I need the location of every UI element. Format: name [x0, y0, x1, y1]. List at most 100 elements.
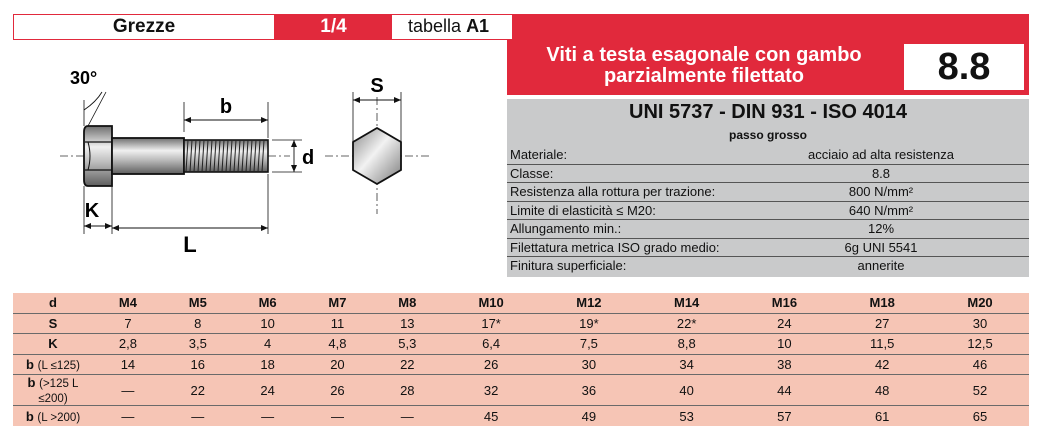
table-row: K 2,8 3,5 4 4,8 5,3 6,4 7,5 8,8 10 11,5 12,5 — [13, 333, 1029, 355]
spec-value: 800 N/mm² — [848, 184, 914, 199]
table-cell: 38 — [735, 354, 834, 376]
size-label: 1/4 — [275, 14, 392, 40]
table-cell: 42 — [833, 354, 932, 376]
header-accent — [512, 14, 1029, 40]
table-cell: 11 — [302, 313, 373, 335]
table-cell: 28 — [372, 374, 443, 407]
table-cell: — — [400, 408, 414, 424]
spec-value: 640 N/mm² — [848, 202, 914, 218]
table-prefix: tabella — [408, 16, 462, 36]
table-cell: 10 — [232, 313, 303, 335]
table-cell: 27 — [833, 313, 932, 335]
table-cell: 6,4 — [442, 333, 540, 355]
table-header-row: d M4 M5 M6 M7 M8 M10 M12 M14 M16 M18 M20 — [13, 293, 1029, 314]
table-cell: 53 — [679, 408, 694, 424]
row-header-cell: b (L >200) — [13, 406, 93, 426]
row-key: S — [48, 315, 58, 331]
row-condition: (L >200) — [37, 411, 81, 424]
table-cell: 22 — [162, 374, 233, 407]
row-header-cell: b (L ≤125) — [13, 354, 93, 376]
dim-s-label: S — [370, 75, 383, 97]
header-cell-size: M7 — [302, 293, 373, 314]
header-cell-size: M16 — [735, 293, 834, 314]
table-row: b (>125 L ≤200) —22 24 26 28 32 36 40 44 48 52 — [13, 374, 1029, 407]
bolt-drawing: b d 30° K L S — [60, 68, 430, 257]
row-condition: (>125 L ≤200) — [38, 378, 79, 406]
table-row: b (L ≤125) 14 16 18 20 22 26 30 34 38 42 46 — [13, 354, 1029, 376]
grade-badge: 8.8 — [904, 44, 1024, 90]
table-cell: 19* — [540, 313, 638, 335]
table-cell: 20 — [302, 354, 373, 376]
row-key: b — [25, 408, 34, 424]
table-cell: 8 — [162, 313, 233, 335]
table-cell: 4 — [232, 333, 303, 355]
header-cell-size: M10 — [442, 293, 540, 314]
table-cell: 46 — [931, 354, 1029, 376]
spec-value: 6g UNI 5541 — [844, 239, 918, 255]
spec-value: 8.8 — [871, 165, 891, 181]
spec-value: acciaio ad alta resistenza — [808, 147, 954, 162]
table-cell: 16 — [162, 354, 233, 376]
header-cell-size: M12 — [540, 293, 638, 314]
thread-pitch: passo grosso — [728, 128, 808, 142]
table-cell: 11,5 — [833, 333, 932, 355]
table-cell: 57 — [777, 408, 792, 424]
row-header-cell: S — [13, 313, 93, 335]
table-cell: 5,3 — [372, 333, 443, 355]
table-cell: 12,5 — [931, 333, 1029, 355]
table-cell: 24 — [232, 374, 303, 407]
table-cell: 8,8 — [637, 333, 736, 355]
spec-value: 12% — [867, 221, 895, 236]
header-cell-size: M18 — [833, 293, 932, 314]
table-cell: 22 — [372, 354, 443, 376]
table-cell: 61 — [874, 408, 890, 424]
table-cell: 45 — [483, 408, 499, 424]
hex-head-view — [352, 126, 402, 186]
table-cell: 10 — [735, 333, 834, 355]
spec-label: Classe: — [510, 165, 554, 181]
table-cell: 34 — [637, 354, 736, 376]
row-header-cell: b (>125 L ≤200) — [13, 374, 93, 407]
spec-label: Limite di elasticità ≤ M20: — [510, 202, 656, 218]
spec-label: Filettatura metrica ISO grado medio: — [510, 239, 720, 255]
row-condition: (L ≤125) — [37, 360, 80, 373]
table-cell: 44 — [735, 374, 834, 407]
bolt-head — [83, 125, 113, 187]
table-cell: 2,8 — [93, 333, 163, 355]
header-cell-size: M5 — [162, 293, 233, 314]
table-cell: 7,5 — [540, 333, 638, 355]
title-line-2: parzialmente filettato — [603, 65, 805, 87]
table-cell: — — [121, 408, 135, 424]
table-cell: 17* — [442, 313, 540, 335]
spec-row: Resistenza alla rottura per trazione: 800… — [507, 183, 1029, 202]
dim-b-label: b — [220, 96, 232, 118]
spec-row: Filettatura metrica ISO grado medio: 6g U… — [507, 239, 1029, 257]
table-cell: 24 — [735, 313, 834, 335]
table-cell: 18 — [232, 354, 303, 376]
header-bar: Grezze 1/4 tabella A1 — [13, 14, 1029, 40]
table-row: b (L >200) — — — — — 45 49 53 57 61 65 — [13, 406, 1029, 426]
spec-label: Materiale: — [510, 147, 568, 162]
table-cell: 65 — [972, 408, 988, 424]
row-key: b — [27, 375, 36, 391]
table-cell: — — [330, 408, 344, 424]
table-cell: 26 — [302, 374, 373, 407]
norm-standards: UNI 5737 - DIN 931 - ISO 4014 — [629, 101, 907, 123]
table-cell: — — [261, 408, 275, 424]
spec-row: Limite di elasticità ≤ M20: 640 N/mm² — [507, 202, 1029, 220]
dim-l-label: L — [183, 232, 196, 257]
spec-label: Resistenza alla rottura per trazione: — [510, 184, 716, 199]
spec-row: Materiale: acciaio ad alta resistenza — [507, 146, 1029, 165]
table-cell: 36 — [540, 374, 638, 407]
category-label: Grezze — [13, 14, 275, 40]
table-cell: — — [93, 374, 163, 407]
table-cell: 30 — [931, 313, 1029, 335]
table-row: S 7 8 10 11 13 17* 19* 22* 24 27 30 — [13, 313, 1029, 335]
dimensions-table: d M4 M5 M6 M7 M8 M10 M12 M14 M16 M18 M20 S 7 8 10 11 13 17… — [13, 293, 1029, 426]
spec-rows: Materiale: acciaio ad alta resistenza Clas… — [507, 146, 1029, 275]
title-line-1: Viti a testa esagonale con gambo — [546, 44, 862, 66]
table-cell: 4,8 — [302, 333, 373, 355]
table-cell: 13 — [372, 313, 443, 335]
product-title-block: Viti a testa esagonale con gambo parzial… — [507, 40, 1029, 95]
header-cell-size: M20 — [931, 293, 1029, 314]
